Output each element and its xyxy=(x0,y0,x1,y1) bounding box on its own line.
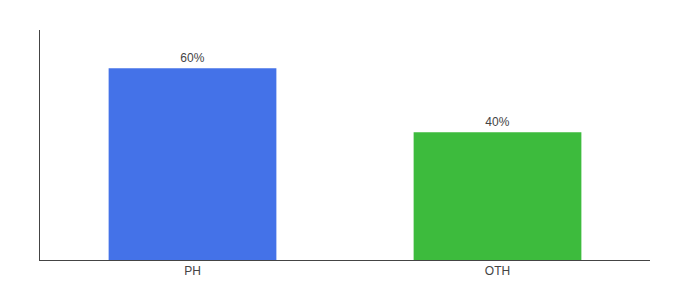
svg-text:PH: PH xyxy=(184,264,201,278)
svg-text:60%: 60% xyxy=(180,51,204,65)
svg-text:OTH: OTH xyxy=(485,264,510,278)
svg-text:40%: 40% xyxy=(485,115,509,129)
